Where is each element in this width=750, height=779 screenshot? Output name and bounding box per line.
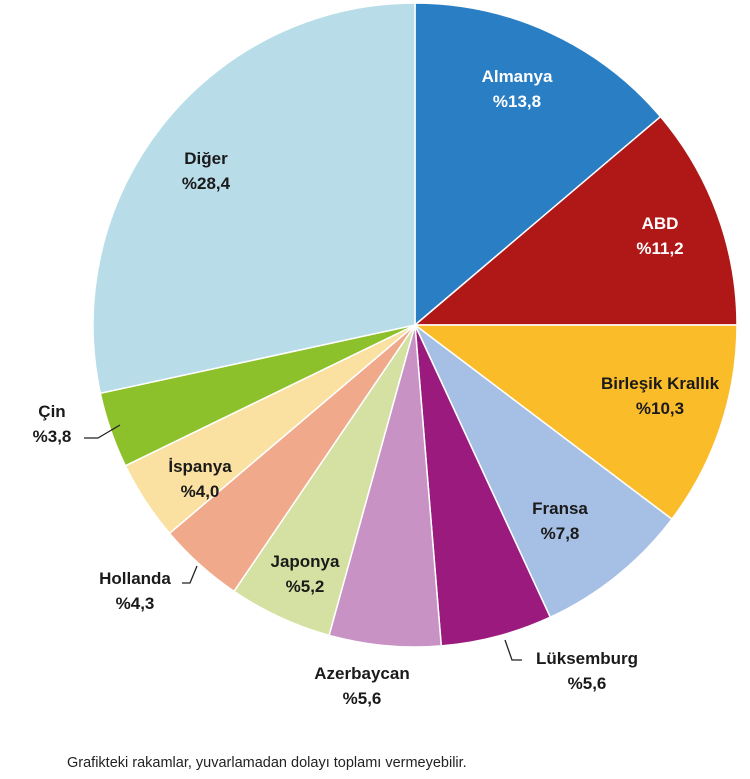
slice-label: Japonya	[271, 552, 341, 571]
slice-label: Azerbaycan	[314, 664, 409, 683]
slice-label: Almanya	[482, 67, 553, 86]
slice-label: ABD	[642, 214, 679, 233]
slice-value-label: %10,3	[636, 399, 684, 418]
slice-value-label: %3,8	[33, 427, 72, 446]
slice-label: Hollanda	[99, 569, 171, 588]
leader-line	[504, 639, 522, 661]
pie-slice	[412, 324, 738, 521]
slice-label: Çin	[38, 402, 65, 421]
pie-slice	[414, 2, 662, 327]
slice-value-label: %5,2	[286, 577, 325, 596]
pie-chart: Almanya %13,8 ABD %11,2 Birleşik Krallık %10,…	[33, 2, 738, 708]
slice-value-label: %11,2	[636, 239, 683, 258]
leader-line	[84, 424, 121, 439]
slice-label: Lüksemburg	[536, 649, 638, 668]
slice-label: Birleşik Krallık	[601, 374, 720, 393]
leader-line	[182, 565, 198, 584]
slice-value-label: %4,3	[116, 594, 155, 613]
slice-value-label: %4,0	[181, 482, 220, 501]
slice-value-label: %5,6	[568, 674, 607, 693]
slice-value-label: %7,8	[541, 524, 580, 543]
slice-value-label: %13,8	[493, 92, 541, 111]
footnote: Grafikteki rakamlar, yuvarlamadan dolayı…	[67, 755, 467, 771]
pie-slice	[414, 324, 673, 619]
slice-value-label: %5,6	[343, 689, 382, 708]
pie-slice	[412, 115, 738, 326]
slice-value-label: %28,4	[182, 174, 231, 193]
slice-label: Fransa	[532, 499, 588, 518]
slice-label: Diğer	[184, 149, 228, 168]
pie-slice	[92, 2, 416, 395]
slice-label: İspanya	[168, 457, 232, 476]
